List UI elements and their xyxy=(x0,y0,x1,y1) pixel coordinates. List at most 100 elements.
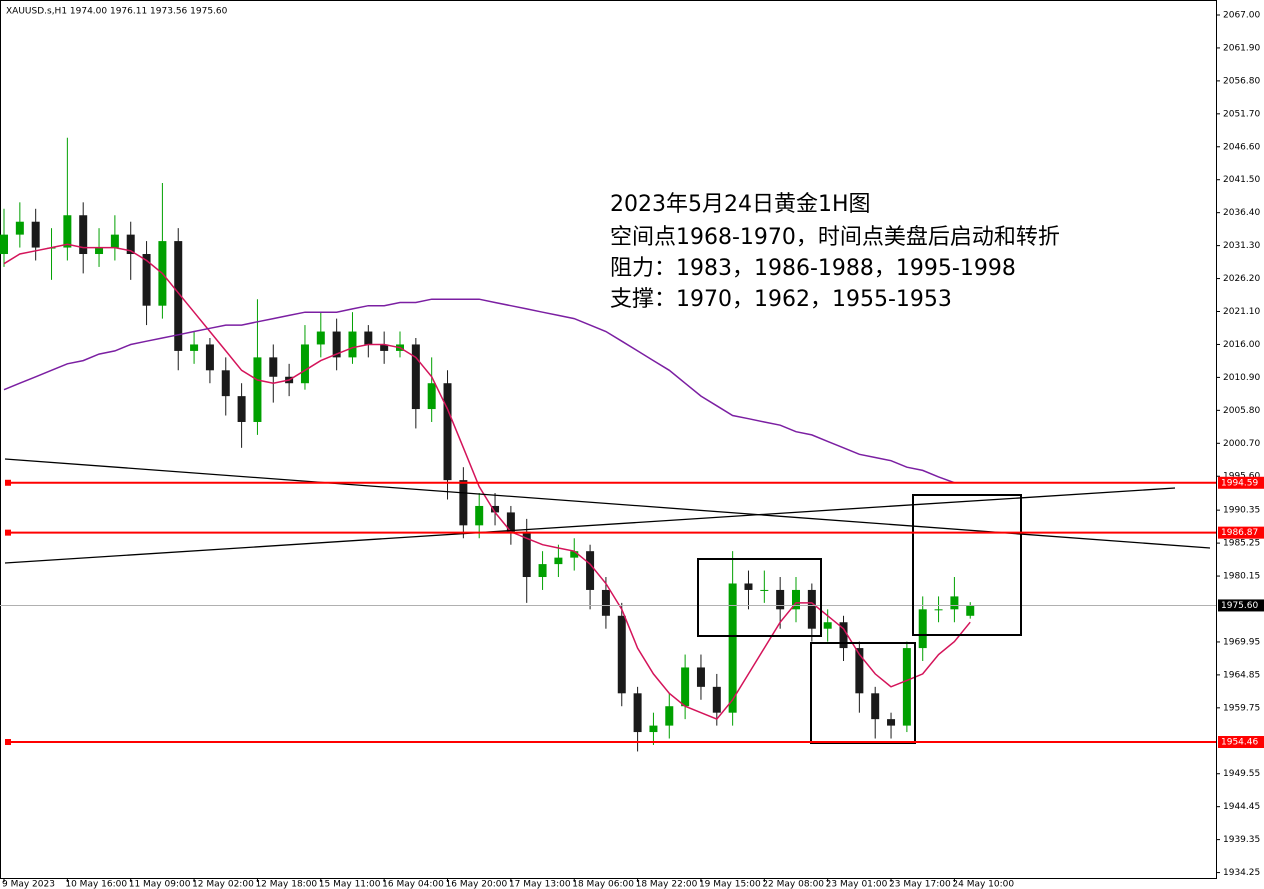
candle-body xyxy=(459,480,468,526)
candle-body xyxy=(570,551,579,558)
x-tick-label: 22 May 08:00 xyxy=(762,880,824,889)
candle-body xyxy=(554,557,563,565)
y-tick-label: 1959.75 xyxy=(1223,703,1260,713)
candle-body xyxy=(126,234,135,255)
y-tick-label: 1939.35 xyxy=(1223,835,1260,845)
y-tick-label: 2036.40 xyxy=(1223,208,1260,218)
y-tick-label: 1949.55 xyxy=(1223,769,1260,779)
candle-body xyxy=(823,622,832,629)
y-tick-label: 1964.85 xyxy=(1223,670,1260,680)
plot-frame xyxy=(0,0,1217,879)
candle-body xyxy=(63,215,72,248)
y-tick-label: 2041.50 xyxy=(1223,175,1260,185)
trend-line xyxy=(4,487,1176,564)
candle-body xyxy=(522,531,531,578)
candle-body xyxy=(237,396,246,422)
candle-body xyxy=(316,331,325,345)
y-tick-label: 1944.45 xyxy=(1223,802,1260,812)
candle-body xyxy=(665,706,674,726)
candle-body xyxy=(617,615,626,694)
y-tick-label: 2010.90 xyxy=(1223,373,1260,383)
x-tick-label: 18 May 06:00 xyxy=(572,880,634,889)
moving-average xyxy=(3,298,955,484)
y-tick-label: 2021.10 xyxy=(1223,307,1260,317)
marks xyxy=(0,137,1216,752)
level-tag xyxy=(1218,526,1264,539)
y-tick-label: 1980.15 xyxy=(1223,572,1260,582)
candle-body xyxy=(839,622,848,649)
annotation: 2023年5月24日黄金1H图 xyxy=(610,192,871,217)
candle-body xyxy=(95,247,104,255)
candle-body xyxy=(0,234,8,255)
candle-body xyxy=(696,667,705,687)
y-tick-label: 2061.90 xyxy=(1223,43,1260,53)
y-tick-label: 1990.35 xyxy=(1223,506,1260,516)
candle-body xyxy=(475,505,484,526)
candle-body xyxy=(792,589,800,610)
candle-body xyxy=(601,589,610,616)
candle-body xyxy=(332,331,341,358)
candle-body xyxy=(300,344,309,384)
x-tick-label: 9 May 2023 xyxy=(2,880,55,889)
y-tick-label: 2026.20 xyxy=(1223,274,1260,284)
y-tick-label: 1969.95 xyxy=(1223,637,1260,647)
level-handle xyxy=(5,529,11,536)
candle-body xyxy=(681,667,690,707)
candle-body xyxy=(871,693,880,720)
candle-body xyxy=(142,254,151,306)
level-tag xyxy=(1218,736,1264,749)
candle-body xyxy=(506,512,515,532)
candle-body xyxy=(253,357,262,422)
y-tick-label: 2016.00 xyxy=(1223,340,1260,350)
candle-body xyxy=(807,589,816,629)
candle-body xyxy=(887,719,896,726)
candle-body xyxy=(633,693,642,733)
x-tick-label: 23 May 17:00 xyxy=(889,880,951,889)
level-label: 1954.46 xyxy=(1221,738,1258,748)
y-tick-label: 1985.25 xyxy=(1223,539,1260,549)
x-tick-label: 15 May 11:00 xyxy=(319,880,381,889)
x-tick-label: 16 May 04:00 xyxy=(382,880,444,889)
candle-body xyxy=(950,596,959,610)
level-label: 1986.87 xyxy=(1221,528,1258,538)
range-box xyxy=(697,558,822,637)
y-tick-label: 2067.00 xyxy=(1223,10,1260,20)
price-tag xyxy=(1218,599,1264,612)
x-tick-label: 12 May 18:00 xyxy=(255,880,317,889)
x-tick-label: 16 May 20:00 xyxy=(446,880,508,889)
chart-header: XAUUSD.s,H1 1974.00 1976.11 1973.56 1975… xyxy=(6,7,228,17)
x-tick-label: 10 May 16:00 xyxy=(65,880,127,889)
candle-body xyxy=(728,583,737,713)
y-tick-label: 1995.60 xyxy=(1223,472,1260,482)
candle-body xyxy=(348,331,357,358)
y-tick-label: 2005.80 xyxy=(1223,406,1260,416)
candle-body xyxy=(269,357,278,377)
candle-body xyxy=(221,370,230,397)
annotation: 支撑：1970，1962，1955-1953 xyxy=(610,287,952,312)
x-tick-label: 19 May 15:00 xyxy=(699,880,761,889)
candle-body xyxy=(110,234,119,248)
candle-body xyxy=(174,241,183,351)
candle-body xyxy=(649,725,658,733)
level-label: 1994.59 xyxy=(1221,478,1258,488)
level-handle xyxy=(5,479,11,486)
candle-body xyxy=(855,648,864,694)
range-box xyxy=(912,494,1022,636)
candle-body xyxy=(902,648,911,726)
price-label: 1975.60 xyxy=(1221,601,1258,611)
annotation: 空间点1968-1970，时间点美盘后启动和转折 xyxy=(610,225,1060,250)
candle-body xyxy=(538,564,547,578)
candle-body xyxy=(491,505,500,513)
y-tick-label: 2056.80 xyxy=(1223,76,1260,86)
candle-body xyxy=(79,215,88,255)
candle-body xyxy=(760,589,769,591)
candle-body xyxy=(934,609,943,611)
y-tick-label: 1934.25 xyxy=(1223,868,1260,878)
x-tick-label: 11 May 09:00 xyxy=(129,880,191,889)
y-tick-label: 2031.30 xyxy=(1223,241,1260,251)
x-tick-label: 12 May 02:00 xyxy=(192,880,254,889)
candle-body xyxy=(443,383,452,481)
candle-body xyxy=(205,344,214,371)
candle-body xyxy=(427,383,436,410)
